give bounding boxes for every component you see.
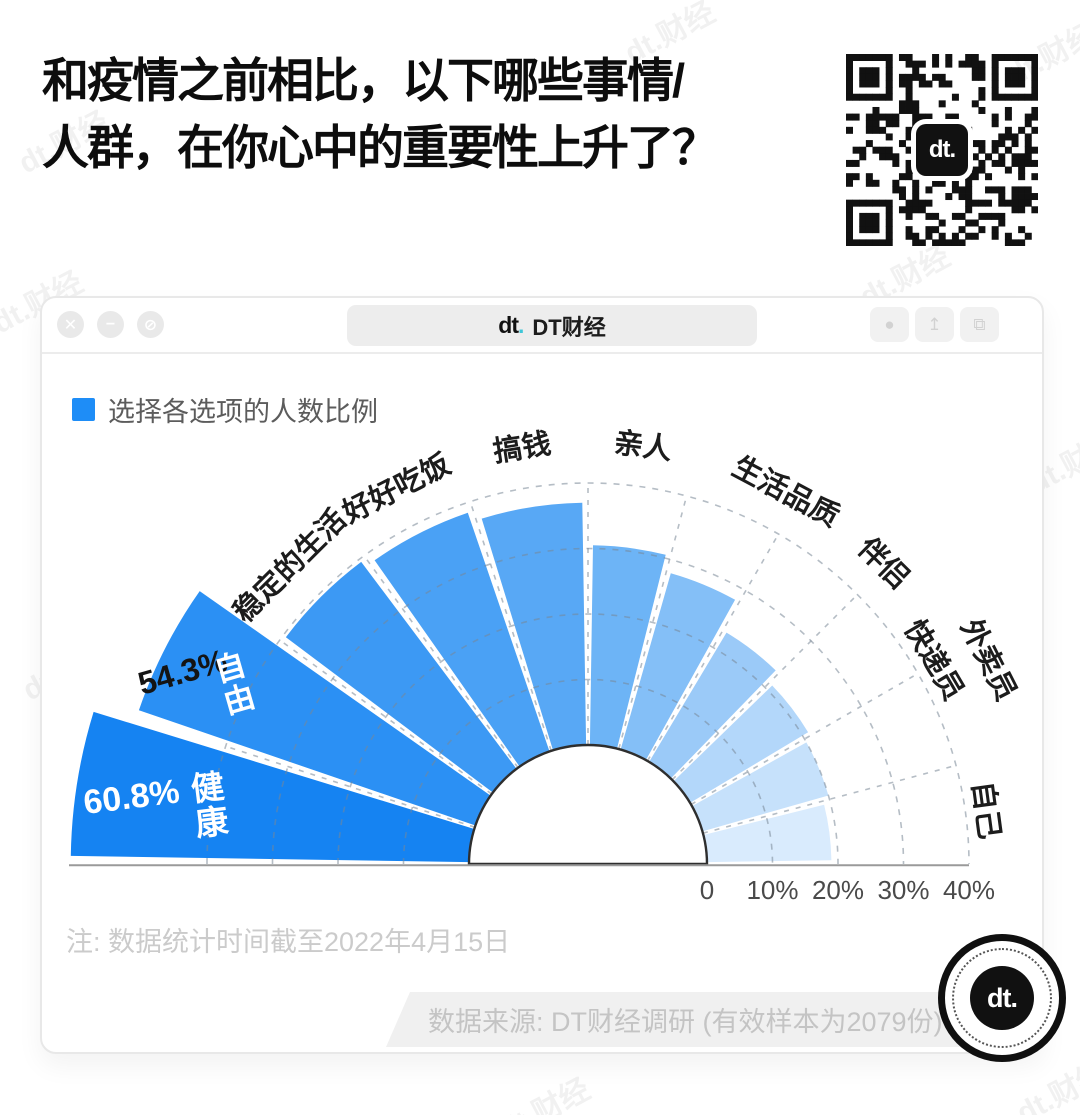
browser-window: ✕ − ⊘ dt. DT财经 ● ↥ ⧉ 选择各选项的人数比例 0 10% 20% 3… <box>40 296 1044 1054</box>
grid-radial <box>702 764 957 834</box>
grid-radial <box>279 639 493 795</box>
title-line-1: 和疫情之前相比，以下哪些事情/ <box>42 54 685 107</box>
grid-ring <box>206 482 970 865</box>
watermark-text: dt.财经 <box>494 1072 596 1115</box>
minimize-icon[interactable]: − <box>97 311 124 338</box>
axis-tick-label: 30% <box>877 875 929 905</box>
chart-bar-1 <box>138 591 491 826</box>
grid-radial <box>646 533 780 762</box>
chart-bar-4 <box>481 502 587 751</box>
qr-code: dt. <box>846 54 1039 247</box>
chart-legend: 选择各选项的人数比例 <box>72 390 378 429</box>
tab-circle-icon[interactable]: ● <box>870 307 909 342</box>
dt-logo-icon: dt. <box>970 966 1034 1030</box>
address-bar[interactable]: dt. DT财经 <box>347 305 757 346</box>
chart-bar-2 <box>285 561 517 793</box>
dotted-ring <box>952 948 1052 1048</box>
chart-bar-10 <box>703 804 832 863</box>
dt-logo-icon: dt. <box>498 312 524 338</box>
legend-label: 选择各选项的人数比例 <box>108 397 378 427</box>
grid-radial <box>690 672 919 806</box>
chart-inner-hole <box>467 743 709 866</box>
axis-tick-label: 20% <box>812 875 864 905</box>
chart-bar-0 <box>70 711 475 863</box>
category-label: 亲人 <box>612 426 674 466</box>
chart-bar-3 <box>374 512 550 767</box>
chart-bar-6 <box>620 573 736 760</box>
qr-pattern <box>846 54 1039 247</box>
category-label: 伴侣 <box>850 531 915 596</box>
site-name: DT财经 <box>532 314 606 340</box>
axis-tick-label: 40% <box>943 875 995 905</box>
chart-bar-8 <box>673 685 809 803</box>
grid-ring <box>402 678 774 865</box>
page-title: 和疫情之前相比，以下哪些事情/ 人群，在你心中的重要性上升了？ <box>42 48 842 181</box>
axis-tick-label: 0 <box>700 875 714 905</box>
overlap-windows-icon[interactable]: ⧉ <box>960 307 999 342</box>
grid-ring <box>337 613 839 865</box>
grid-radial <box>363 555 519 769</box>
dt-round-logo: dt. <box>938 934 1066 1062</box>
source-banner: 数据来源: DT财经调研 (有效样本为2079份) <box>386 992 1040 1047</box>
grid-radial <box>671 594 858 781</box>
category-label: 健康 <box>189 767 232 843</box>
category-label: 好好吃饭 <box>337 447 456 530</box>
source-text: 数据来源: DT财经调研 (有效样本为2079份) <box>428 1007 943 1037</box>
grid-radial <box>618 495 688 750</box>
axis-tick-label: 10% <box>746 875 798 905</box>
title-line-2: 人群，在你心中的重要性上升了？ <box>42 120 719 174</box>
share-icon[interactable]: ↥ <box>915 307 954 342</box>
chart-note: 注: 数据统计时间截至2022年4月15日 <box>66 927 511 957</box>
chart-bar-5 <box>589 545 666 749</box>
qr-center-logo: dt. <box>916 124 968 176</box>
titlebar-divider <box>42 352 1042 354</box>
grid-radial <box>469 501 552 752</box>
category-label: 搞钱 <box>491 427 553 469</box>
chart-bar-9 <box>692 742 829 832</box>
grid-radial <box>225 745 476 828</box>
legend-swatch <box>72 398 95 421</box>
category-label: 自己 <box>966 779 1006 841</box>
close-icon[interactable]: ✕ <box>57 311 84 338</box>
category-label: 生活品质 <box>727 450 845 534</box>
block-icon[interactable]: ⊘ <box>137 311 164 338</box>
